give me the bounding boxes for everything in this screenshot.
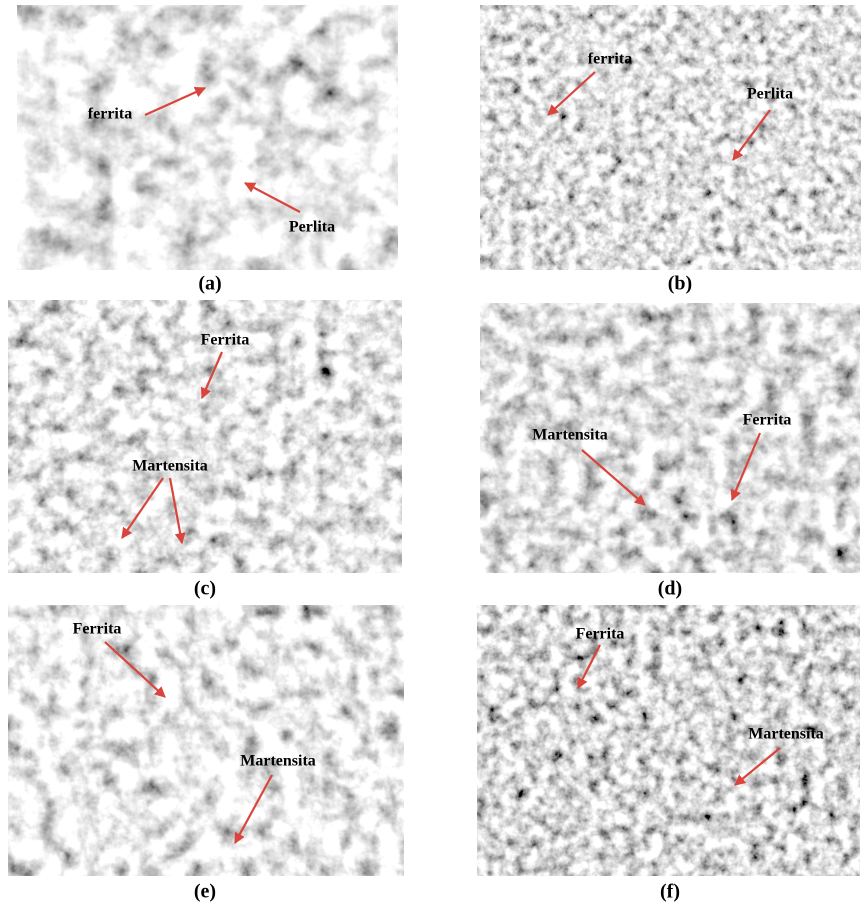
arrow — [547, 71, 596, 116]
panel-caption: (b) — [668, 273, 692, 295]
annotation-label: Ferrita — [73, 621, 122, 638]
panel: (f) Ferrita Martensita — [477, 605, 860, 903]
panel-caption: (a) — [198, 273, 221, 295]
panel: (d) Martensita Ferrita — [480, 303, 860, 600]
arrow — [734, 747, 781, 786]
annotation-label: Ferrita — [201, 332, 250, 349]
arrow — [200, 351, 224, 400]
micrograph — [8, 605, 404, 876]
panel-caption: (c) — [194, 578, 216, 600]
annotation-label: Ferrita — [743, 412, 792, 429]
annotation-label: Martensita — [532, 427, 608, 444]
arrow — [581, 449, 646, 506]
annotation-label: ferrita — [88, 106, 132, 123]
annotation-label: Martensita — [132, 458, 208, 475]
arrow — [168, 477, 186, 545]
annotation-label: Perlita — [747, 86, 793, 103]
micrograph — [477, 605, 860, 876]
arrow — [244, 182, 301, 213]
annotation-label: Martensita — [240, 753, 316, 770]
micrograph — [8, 300, 402, 573]
arrow — [730, 432, 762, 502]
arrow — [144, 86, 207, 117]
arrow — [732, 109, 771, 161]
arrow — [121, 477, 164, 539]
arrow — [234, 774, 273, 844]
annotation-label: Martensita — [748, 726, 824, 743]
panel-caption: (e) — [194, 881, 216, 903]
micrograph — [17, 5, 398, 270]
micrograph — [480, 303, 860, 573]
arrow — [104, 641, 166, 698]
arrow — [577, 644, 601, 689]
panel-caption: (f) — [660, 881, 680, 903]
annotation-label: Perlita — [289, 219, 335, 236]
annotation-label: ferrita — [588, 51, 632, 68]
panel: (e) Ferrita Martensita — [8, 605, 404, 903]
micrograph — [480, 5, 861, 270]
annotation-label: Ferrita — [576, 626, 625, 643]
panel: (a) ferrita Perlita — [17, 5, 398, 295]
panel: (b) ferrita Perlita — [480, 5, 861, 295]
panel: (c) Ferrita Martensita — [8, 300, 402, 600]
panel-caption: (d) — [658, 578, 682, 600]
